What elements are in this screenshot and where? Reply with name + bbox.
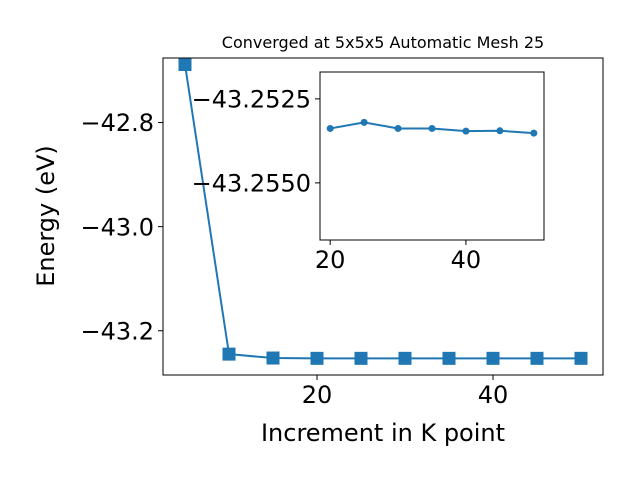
inset-data-point: [428, 124, 436, 132]
inset-x-tick-label: 20: [315, 246, 346, 274]
main-line-layer: [184, 64, 581, 360]
inset-x-ticks: 20 40: [315, 240, 481, 274]
inset-data-point: [496, 127, 504, 135]
inset-chart: 20 40 −43.2550−43.2525: [192, 71, 545, 274]
main-y-tick-label: −43.0: [80, 213, 154, 241]
main-y-axis-label: Energy (eV): [32, 145, 60, 287]
main-x-axis-label: Increment in K point: [261, 419, 505, 447]
main-data-point: [310, 351, 324, 365]
main-data-point: [266, 351, 280, 365]
main-data-point: [442, 351, 456, 365]
inset-data-point: [360, 118, 368, 126]
main-marker-layer: [178, 58, 588, 365]
main-data-point: [530, 351, 544, 365]
inset-data-point: [326, 124, 334, 132]
main-y-tick-label: −42.8: [80, 109, 154, 137]
inset-y-ticks: −43.2550 −43.2525: [192, 86, 320, 198]
main-data-point: [486, 351, 500, 365]
main-data-point: [354, 351, 368, 365]
main-x-tick-label: 20: [302, 381, 333, 409]
main-chart: Converged at 5x5x5 Automatic Mesh 25 20 4…: [32, 33, 604, 447]
inset-marker-layer: [326, 118, 538, 137]
main-data-point: [178, 58, 192, 72]
main-series-line: [184, 64, 581, 360]
inset-x-tick-label: 40: [451, 246, 482, 274]
main-plot-frame: [162, 57, 604, 376]
main-y-tick-label: −43.2: [80, 317, 154, 345]
main-data-point: [222, 347, 236, 361]
inset-y-tick-label: −43.2525: [192, 86, 311, 114]
inset-data-point: [394, 124, 402, 132]
main-data-point: [574, 351, 588, 365]
inset-data-point: [530, 129, 538, 137]
inset-background: [320, 72, 544, 240]
inset-plot-frame: [319, 71, 545, 241]
main-data-point: [398, 351, 412, 365]
inset-data-point: [462, 127, 470, 135]
main-x-tick-label: 40: [478, 381, 509, 409]
main-y-ticks: −42.8 −43.0 −43.2: [80, 109, 163, 345]
main-x-ticks: 20 40: [302, 375, 509, 409]
inset-y-tick-label: −43.2550: [192, 170, 311, 198]
main-chart-title: Converged at 5x5x5 Automatic Mesh 25: [222, 33, 544, 52]
